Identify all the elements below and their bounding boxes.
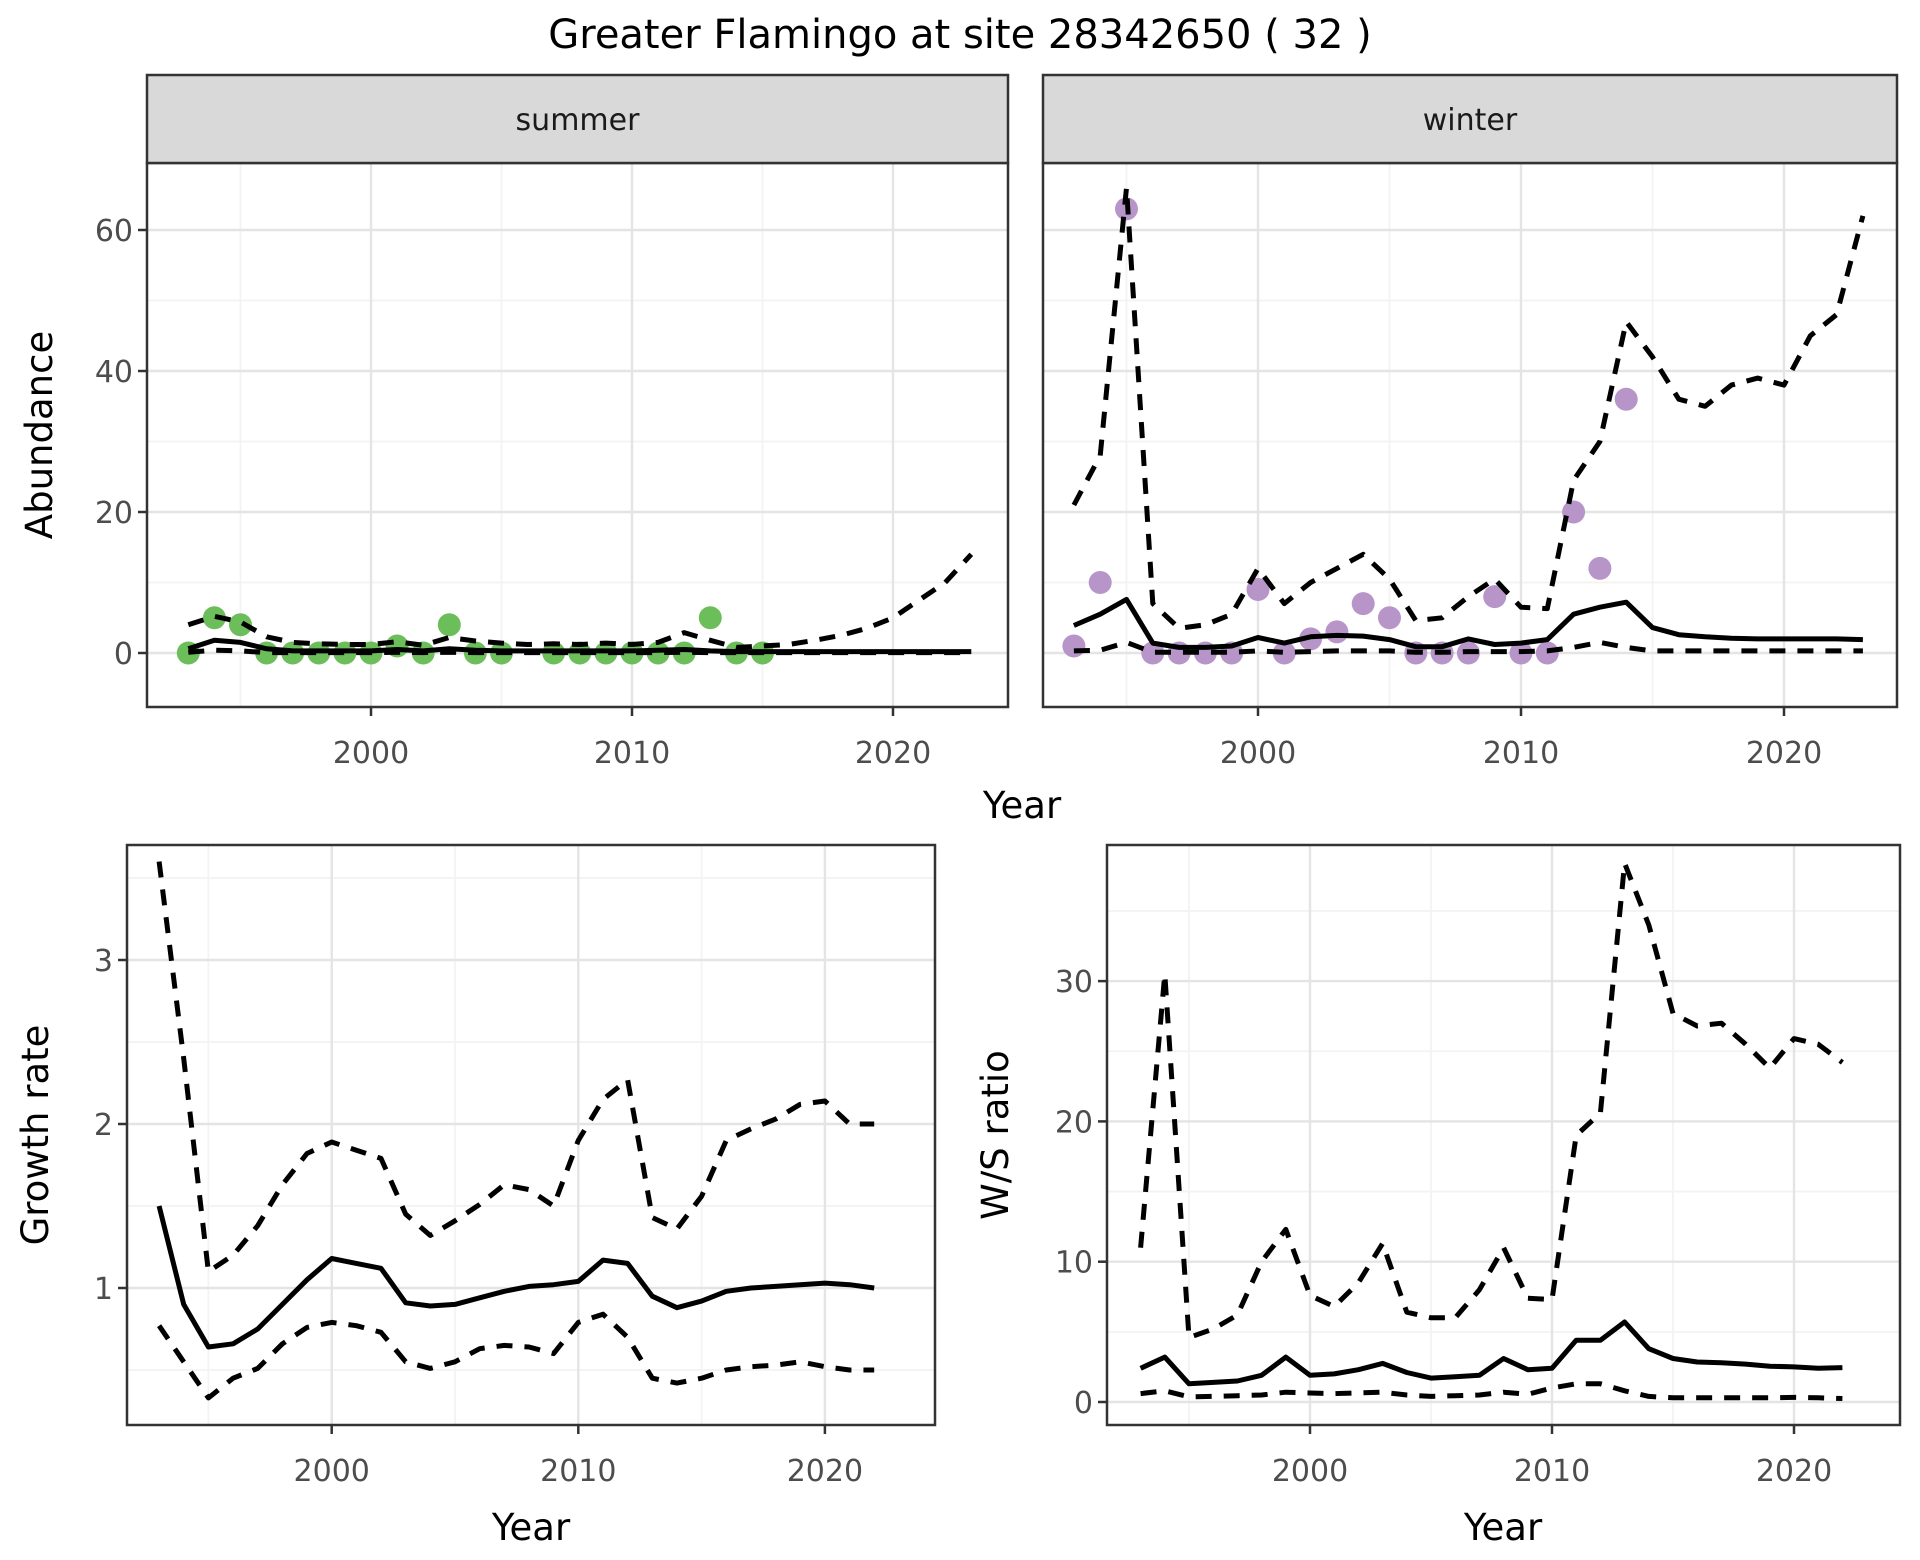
x-tick-label: 2020 — [1746, 736, 1822, 771]
plot-layer — [1062, 185, 1866, 665]
mean-line — [1072, 596, 1863, 650]
observation-dot — [1483, 585, 1507, 609]
panel-border — [1041, 161, 1899, 709]
upper-ci-line — [156, 861, 875, 1275]
x-axis-title: Year — [982, 784, 1062, 827]
y-tick-label: 0 — [1074, 1386, 1093, 1421]
y-axis-title: Growth rate — [14, 1025, 57, 1246]
y-tick-label: 1 — [94, 1272, 113, 1307]
observation-dot — [1246, 578, 1270, 602]
x-tick-label: 2010 — [1483, 736, 1559, 771]
x-tick-label: 2010 — [594, 736, 670, 771]
facet-strip — [145, 73, 1010, 165]
observation-dot — [437, 613, 461, 637]
observation-dot — [229, 613, 252, 637]
x-tick-label: 2010 — [1514, 1454, 1590, 1489]
observation-points — [176, 606, 774, 665]
lower-ci-line — [157, 1311, 875, 1401]
plot-layer — [156, 861, 875, 1401]
plot-layer — [176, 552, 974, 665]
plot-layer — [1138, 860, 1844, 1401]
x-tick-label: 2000 — [1272, 1454, 1348, 1489]
lower-ci-line — [1140, 1381, 1843, 1401]
mean-line — [1139, 1319, 1843, 1387]
observation-dot — [698, 606, 722, 630]
x-axis-title: Year — [1463, 1506, 1543, 1549]
upper-ci-line — [1071, 185, 1866, 631]
panel-border — [1105, 843, 1902, 1427]
y-axis-title: W/S ratio — [974, 1050, 1017, 1220]
x-tick-label: 2010 — [540, 1454, 616, 1489]
observation-dot — [1088, 571, 1112, 594]
upper-ci-line — [1138, 860, 1844, 1340]
y-tick-label: 20 — [1055, 1105, 1093, 1140]
observation-dot — [1272, 641, 1296, 665]
panel-growth-rate: 2000 2010 2020 1 2 3 Growth rate Year — [14, 843, 937, 1549]
observation-dot — [1351, 592, 1375, 616]
x-tick-label: 2000 — [1220, 736, 1296, 771]
panel-w-s-ratio: 2000 2010 2020 0 10 20 30 W/S ratio Year — [974, 843, 1902, 1549]
observation-dot — [1588, 556, 1612, 580]
facet-strip-label: winter — [1423, 103, 1518, 138]
observation-dot — [1062, 634, 1086, 658]
panel-summer: summer 2000 2010 2020 0 20 40 60 Abundance Year — [18, 73, 1062, 827]
observation-dot — [1378, 606, 1401, 630]
observation-dot — [1325, 620, 1349, 644]
y-tick-label: 20 — [95, 496, 133, 531]
y-tick-label: 30 — [1055, 965, 1093, 1000]
figure-title: Greater Flamingo at site 28342650 ( 32 ) — [548, 12, 1372, 58]
x-tick-label: 2020 — [855, 736, 931, 771]
panel-border — [125, 843, 937, 1427]
mean-line — [156, 1205, 875, 1350]
y-tick-label: 2 — [94, 1108, 113, 1143]
y-tick-label: 0 — [114, 637, 133, 672]
lower-ci-line — [1073, 639, 1863, 655]
observation-points — [1062, 197, 1638, 665]
upper-ci-line — [187, 552, 974, 650]
x-tick-label: 2000 — [333, 736, 409, 771]
y-tick-label: 10 — [1055, 1246, 1093, 1281]
facet-strip-label: summer — [516, 103, 641, 138]
x-tick-label: 2000 — [294, 1454, 370, 1489]
panel-winter: winter 2000 2010 2020 — [1041, 73, 1899, 771]
y-tick-label: 60 — [95, 214, 133, 249]
observation-dot — [1141, 641, 1165, 665]
facet-strip — [1041, 73, 1899, 165]
y-tick-label: 40 — [95, 355, 133, 390]
y-tick-label: 3 — [94, 944, 113, 979]
x-tick-label: 2020 — [787, 1454, 863, 1489]
observation-dot — [1614, 387, 1638, 411]
x-axis-title: Year — [491, 1506, 571, 1549]
y-axis-title: Abundance — [18, 331, 61, 539]
observation-dot — [646, 641, 670, 665]
lower-ci-line — [188, 647, 972, 656]
x-tick-label: 2020 — [1756, 1454, 1832, 1489]
observation-dot — [202, 606, 226, 630]
